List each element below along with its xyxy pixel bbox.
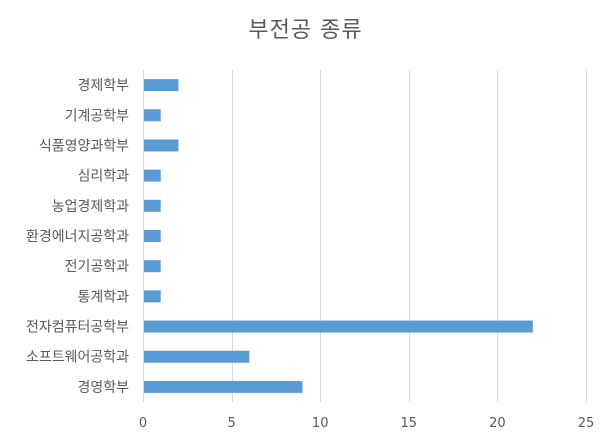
y-category-label: 농업경제학과 bbox=[52, 199, 129, 215]
bar bbox=[144, 79, 179, 92]
bar bbox=[144, 260, 161, 273]
x-tick-label: 15 bbox=[401, 416, 418, 431]
y-category-label: 경제학부 bbox=[77, 78, 129, 94]
x-tick-label: 20 bbox=[489, 416, 506, 431]
bar bbox=[144, 320, 533, 333]
bar bbox=[144, 199, 161, 212]
bar bbox=[144, 380, 303, 393]
x-tick-label: 25 bbox=[578, 416, 595, 431]
y-category-label: 통계학과 bbox=[77, 289, 129, 305]
y-category-label: 심리학과 bbox=[77, 169, 129, 185]
x-tick-label: 0 bbox=[139, 416, 147, 431]
bar bbox=[144, 109, 161, 122]
bar bbox=[144, 230, 161, 242]
chart-title: 부전공 종류 bbox=[248, 18, 363, 43]
y-category-label: 기계공학부 bbox=[65, 108, 130, 124]
y-category-label: 전기공학과 bbox=[65, 259, 130, 275]
bar bbox=[144, 290, 161, 303]
bar bbox=[144, 139, 179, 152]
y-category-label: 환경에너지공학과 bbox=[26, 229, 129, 245]
y-category-label: 전자컴퓨터공학부 bbox=[26, 320, 129, 336]
bar bbox=[144, 350, 250, 363]
y-category-label: 경영학부 bbox=[77, 380, 129, 396]
x-tick-label: 5 bbox=[227, 416, 235, 431]
y-category-label: 식품영양과학부 bbox=[39, 138, 129, 154]
y-category-label: 소프트웨어공학과 bbox=[26, 350, 129, 366]
x-tick-label: 10 bbox=[312, 416, 329, 431]
bar bbox=[144, 169, 161, 182]
